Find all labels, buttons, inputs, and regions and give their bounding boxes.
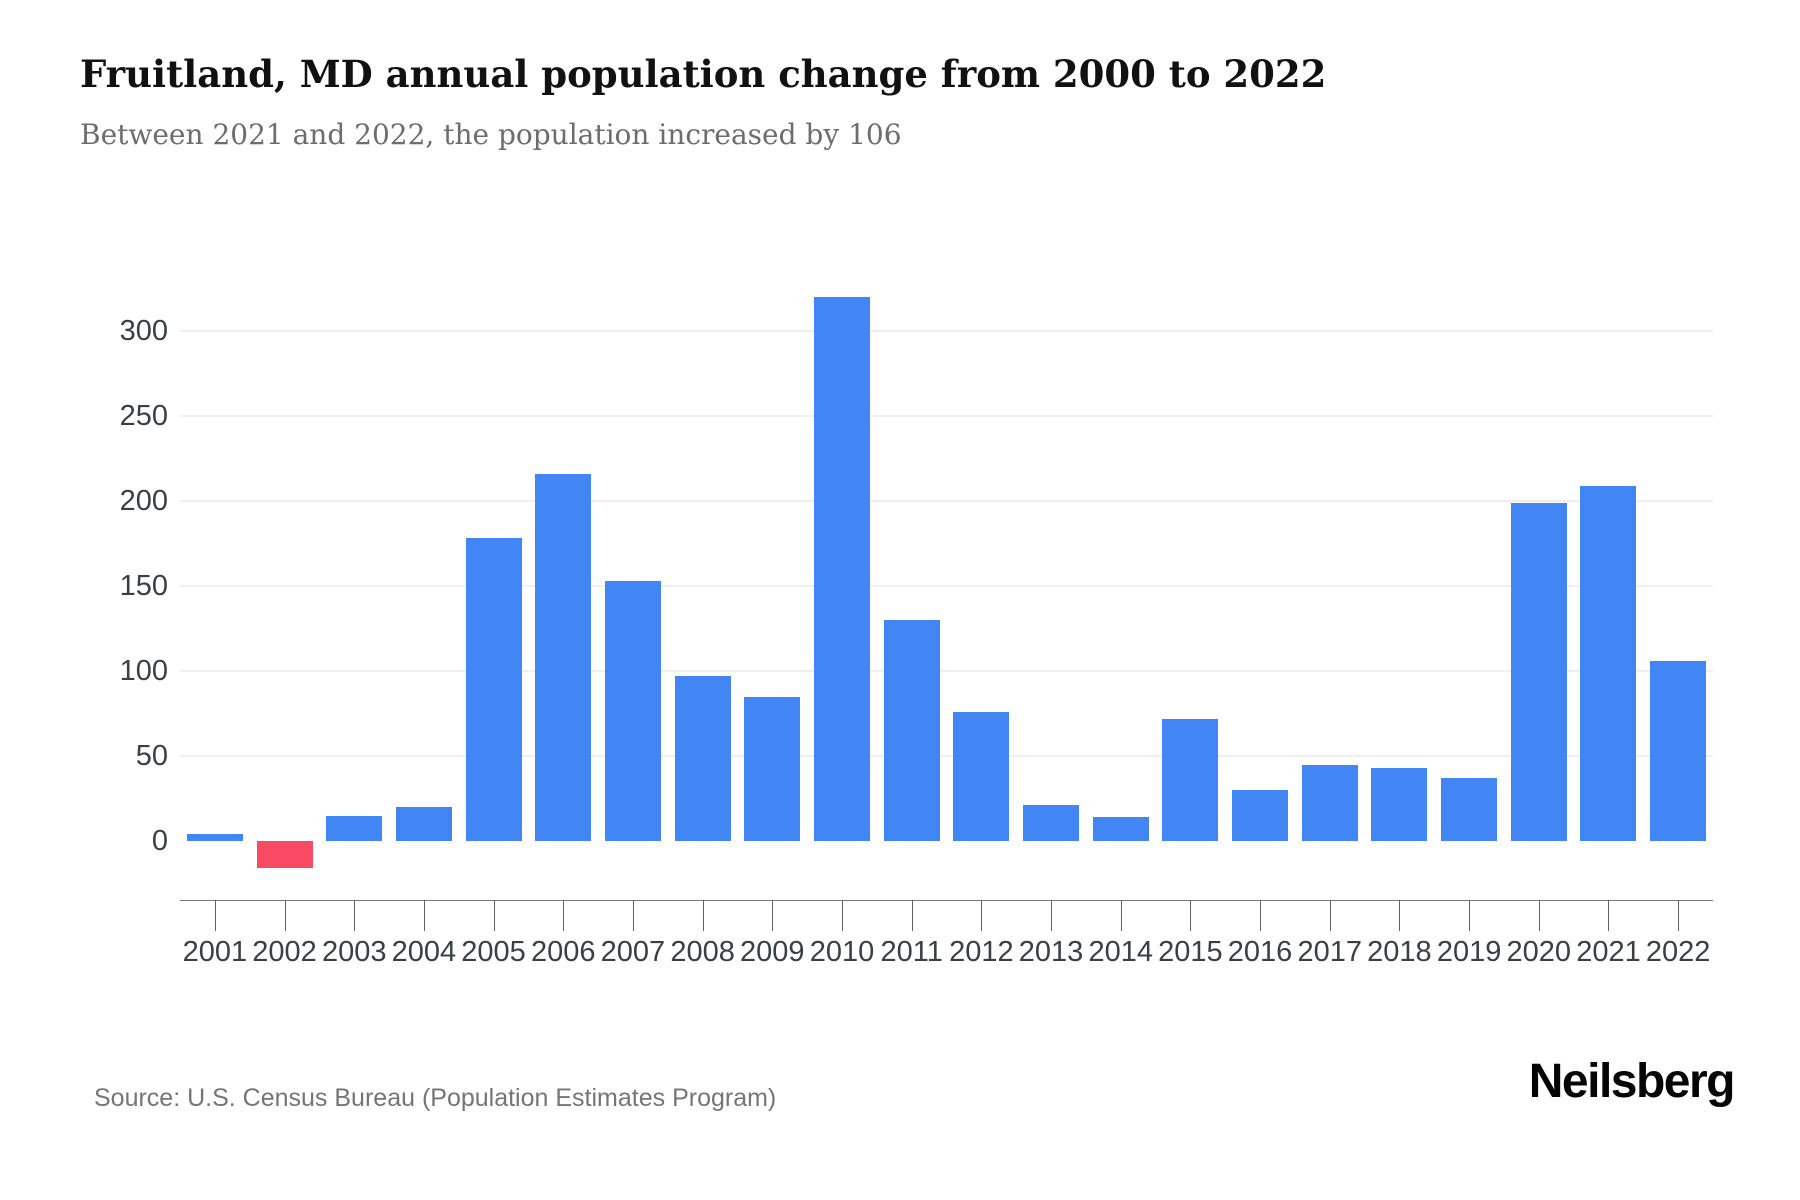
bar-2021 bbox=[1580, 485, 1637, 841]
x-axis-label-2015: 2015 bbox=[1158, 936, 1223, 968]
x-axis-label-2018: 2018 bbox=[1367, 936, 1432, 968]
bar-2017 bbox=[1301, 764, 1358, 841]
bar-2022 bbox=[1650, 660, 1707, 841]
bar-2002 bbox=[256, 841, 313, 869]
x-tick-2013 bbox=[1051, 900, 1053, 931]
x-tick-2019 bbox=[1469, 900, 1471, 931]
x-axis-label-2017: 2017 bbox=[1297, 936, 1362, 968]
x-axis-label-2010: 2010 bbox=[809, 936, 875, 968]
x-axis-label-2020: 2020 bbox=[1506, 936, 1572, 968]
x-axis-label-2008: 2008 bbox=[670, 936, 735, 968]
x-tick-2007 bbox=[632, 900, 634, 931]
y-axis-label-0: 0 bbox=[151, 825, 168, 857]
x-tick-2008 bbox=[702, 900, 704, 931]
bar-2018 bbox=[1371, 767, 1428, 841]
chart-subtitle: Between 2021 and 2022, the population in… bbox=[80, 118, 902, 151]
x-tick-2010 bbox=[841, 900, 843, 931]
x-axis-label-2007: 2007 bbox=[600, 936, 666, 968]
x-axis-label-2004: 2004 bbox=[391, 936, 457, 968]
x-tick-2011 bbox=[911, 900, 913, 931]
bar-2009 bbox=[744, 696, 801, 841]
x-tick-2015 bbox=[1190, 900, 1192, 931]
x-axis-label-2016: 2016 bbox=[1227, 936, 1293, 968]
x-axis-label-2012: 2012 bbox=[949, 936, 1014, 968]
bar-2010 bbox=[813, 297, 870, 841]
bar-2011 bbox=[883, 620, 940, 841]
gridline-200 bbox=[180, 500, 1713, 502]
y-axis-label-50: 50 bbox=[135, 740, 168, 772]
x-axis-label-2013: 2013 bbox=[1018, 936, 1084, 968]
x-axis-label-2014: 2014 bbox=[1088, 936, 1153, 968]
x-axis-label-2011: 2011 bbox=[880, 936, 943, 968]
y-axis-label-300: 300 bbox=[119, 315, 168, 347]
bar-2003 bbox=[326, 815, 383, 841]
bar-2008 bbox=[674, 676, 731, 841]
bar-2001 bbox=[186, 834, 243, 841]
gridline-150 bbox=[180, 585, 1713, 587]
chart-title: Fruitland, MD annual population change f… bbox=[80, 52, 1327, 96]
y-axis-label-200: 200 bbox=[119, 485, 168, 517]
x-axis-line bbox=[180, 900, 1713, 901]
y-axis-label-250: 250 bbox=[119, 400, 168, 432]
gridline-300 bbox=[180, 330, 1713, 332]
x-tick-2020 bbox=[1538, 900, 1540, 931]
x-axis-label-2002: 2002 bbox=[252, 936, 317, 968]
x-tick-2018 bbox=[1399, 900, 1401, 931]
y-axis-label-100: 100 bbox=[119, 655, 168, 687]
x-tick-2014 bbox=[1120, 900, 1122, 931]
x-tick-2005 bbox=[493, 900, 495, 931]
x-tick-2006 bbox=[563, 900, 565, 931]
x-tick-2002 bbox=[284, 900, 286, 931]
x-tick-2004 bbox=[423, 900, 425, 931]
bar-2013 bbox=[1023, 805, 1080, 841]
x-axis-label-2006: 2006 bbox=[530, 936, 596, 968]
bar-2006 bbox=[535, 473, 592, 841]
bar-2007 bbox=[604, 580, 661, 841]
source-attribution: Source: U.S. Census Bureau (Population E… bbox=[94, 1084, 777, 1112]
x-tick-2012 bbox=[981, 900, 983, 931]
bar-2015 bbox=[1162, 718, 1219, 841]
x-axis-label-2022: 2022 bbox=[1645, 936, 1711, 968]
x-axis-label-2009: 2009 bbox=[740, 936, 805, 968]
y-axis-label-150: 150 bbox=[119, 570, 168, 602]
x-axis-label-2005: 2005 bbox=[461, 936, 526, 968]
neilsberg-logo: Neilsberg bbox=[1528, 1055, 1736, 1108]
x-tick-2001 bbox=[214, 900, 216, 931]
x-axis-label-2001: 2001 bbox=[182, 936, 248, 968]
gridline-250 bbox=[180, 415, 1713, 417]
bar-2012 bbox=[953, 711, 1010, 841]
bar-2005 bbox=[465, 538, 522, 841]
x-axis-label-2021: 2021 bbox=[1576, 936, 1641, 968]
bar-2019 bbox=[1441, 778, 1498, 841]
bar-2014 bbox=[1092, 817, 1149, 841]
bar-2020 bbox=[1510, 502, 1567, 841]
x-axis-label-2019: 2019 bbox=[1436, 936, 1502, 968]
x-tick-2017 bbox=[1329, 900, 1331, 931]
x-tick-2009 bbox=[772, 900, 774, 931]
x-tick-2016 bbox=[1260, 900, 1262, 931]
bar-2016 bbox=[1232, 790, 1289, 841]
gridline-50 bbox=[180, 755, 1713, 757]
gridline-100 bbox=[180, 670, 1713, 672]
x-axis-label-2003: 2003 bbox=[321, 936, 387, 968]
x-tick-2022 bbox=[1678, 900, 1680, 931]
x-tick-2021 bbox=[1608, 900, 1610, 931]
x-tick-2003 bbox=[354, 900, 356, 931]
bar-2004 bbox=[395, 807, 452, 841]
